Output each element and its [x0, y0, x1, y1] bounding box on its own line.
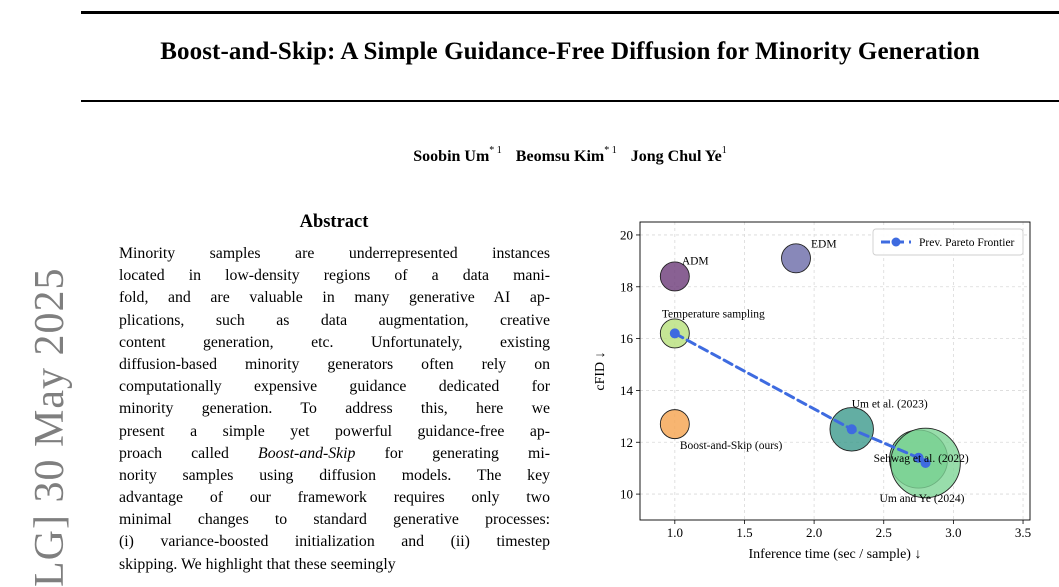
- title-top-rule: [81, 11, 1059, 14]
- y-tick-label: 20: [620, 227, 633, 242]
- abstract-line: (i) variance-boosted initialization and …: [119, 533, 550, 551]
- x-tick-label: 3.5: [1015, 525, 1031, 540]
- abstract-body: Minority samples are underrepresented in…: [119, 243, 550, 576]
- author-list: Soobin Um* 1 Beomsu Kim* 1 Jong Chul Ye1: [81, 145, 1059, 166]
- pareto-frontier-marker: [669, 328, 680, 339]
- abstract-line: minority generation. To address this, he…: [119, 400, 550, 418]
- x-tick-label: 3.0: [945, 525, 961, 540]
- x-axis-label: Inference time (sec / sample) ↓: [749, 547, 922, 562]
- x-tick-label: 2.0: [806, 525, 822, 540]
- abstract-line: nority samples using diffusion models. T…: [119, 466, 550, 484]
- abstract-line: skipping. We highlight that these seemin…: [119, 555, 396, 573]
- abstract-line: diffusion-based minority generators ofte…: [119, 355, 550, 373]
- y-axis-label: cFID ↓: [593, 351, 608, 390]
- y-tick-label: 16: [620, 331, 634, 346]
- pareto-figure: 1.0 1.5 2.0 2.5 3.0 3.5 10 12 14 16 18 20 Inference …: [590, 212, 1050, 582]
- arxiv-stamp: LG] 30 May 2025: [27, 267, 73, 587]
- abstract-line: plications, such as data augmentation, c…: [119, 311, 550, 329]
- y-tick-label: 14: [620, 383, 634, 398]
- abstract-line: located in low-density regions of a data…: [119, 267, 550, 285]
- x-tick-label: 2.5: [876, 525, 892, 540]
- abstract-line: computationally expensive guidance dedic…: [119, 378, 550, 396]
- y-tick-label: 12: [620, 435, 633, 450]
- bubble-point: [659, 409, 690, 440]
- x-tick-label: 1.0: [667, 525, 683, 540]
- y-tick-label: 18: [620, 279, 633, 294]
- abstract-line-italic: proach called Boost-and-Skip for generat…: [119, 444, 550, 462]
- x-tick-label: 1.5: [736, 525, 752, 540]
- y-tick-label: 10: [620, 487, 633, 502]
- plot-frame: [639, 221, 1031, 521]
- abstract-line: Minority samples are underrepresented in…: [119, 245, 550, 262]
- point-label: Sehwag et al. (2022): [874, 453, 969, 465]
- author: Jong Chul Ye1: [630, 145, 727, 166]
- abstract-line: present a simple yet powerful guidance-f…: [119, 422, 550, 440]
- abstract-heading: Abstract: [299, 212, 369, 232]
- abstract-line: advantage of our framework requires only…: [119, 489, 550, 507]
- abstract-line: fold, and are valuable in many generativ…: [119, 289, 550, 307]
- point-label: Boost-and-Skip (ours): [680, 440, 783, 452]
- legend-marker-swatch: [891, 237, 901, 247]
- bubble-point: [781, 243, 811, 274]
- legend-label: Prev. Pareto Frontier: [919, 237, 1015, 249]
- author: Soobin Um* 1: [413, 145, 502, 166]
- pareto-frontier-marker: [846, 424, 857, 435]
- title-bottom-rule: [81, 100, 1059, 102]
- point-label: EDM: [811, 238, 837, 250]
- legend-box: [872, 228, 1024, 256]
- pareto-frontier-marker: [920, 457, 931, 468]
- scatter-chart: 1.0 1.5 2.0 2.5 3.0 3.5 10 12 14 16 18 20 Inference …: [593, 221, 1031, 562]
- point-label: Um and Ye (2024): [880, 493, 965, 505]
- bubble-point: [659, 261, 690, 292]
- pareto-frontier-line: [673, 331, 928, 465]
- abstract-line: minimal changes to standard generative p…: [119, 511, 550, 529]
- point-label: ADM: [682, 255, 709, 267]
- author: Beomsu Kim* 1: [515, 145, 617, 166]
- pareto-frontier-marker: [913, 452, 924, 463]
- point-label: Temperature sampling: [662, 308, 765, 320]
- point-label: Um et al. (2023): [852, 398, 928, 410]
- abstract-line: content generation, etc. Unfortunately, …: [119, 333, 550, 351]
- paper-title: Boost-and-Skip: A Simple Guidance-Free D…: [160, 38, 980, 65]
